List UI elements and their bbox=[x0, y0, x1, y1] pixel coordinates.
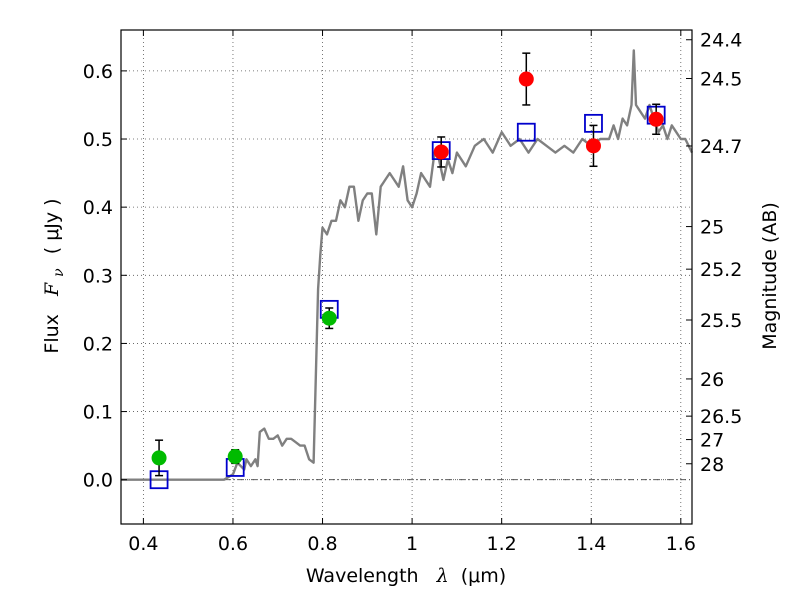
y-axis-label-text: Flux bbox=[41, 314, 63, 354]
y-tick-label: 0.2 bbox=[83, 333, 113, 355]
x-axis-label-text: Wavelength bbox=[306, 565, 419, 587]
y2-tick-label: 24.4 bbox=[700, 30, 742, 52]
x-tick-label: 0.6 bbox=[218, 533, 248, 555]
y-axis-label: Flux F ν ( μJy ) bbox=[41, 198, 68, 353]
y-tick-label: 0.0 bbox=[83, 470, 113, 492]
y-tick-label: 0.6 bbox=[83, 61, 113, 83]
y2-tick-label: 26 bbox=[700, 369, 724, 391]
y2-tick-label: 26.5 bbox=[700, 406, 742, 428]
y-tick-label: 0.4 bbox=[83, 197, 113, 219]
y-axis-label-unit: ( μJy ) bbox=[41, 198, 63, 254]
y2-tick-label: 27 bbox=[700, 430, 724, 452]
observed-flux-point bbox=[648, 111, 664, 127]
y2-tick-label: 24.5 bbox=[700, 69, 742, 91]
model-square-point bbox=[516, 122, 536, 142]
x-tick-label: 0.8 bbox=[307, 533, 337, 555]
observed-flux-point bbox=[518, 71, 534, 87]
axis-ticks: 0.4 0.6 0.8 1 1.2 1.4 1.6 0.0 0.1 0.2 0.3 0.4 0.5 0.6… bbox=[83, 30, 743, 555]
x-axis-label-symbol: λ bbox=[436, 565, 449, 587]
x-tick-label: 1.6 bbox=[666, 533, 696, 555]
y-tick-label: 0.5 bbox=[83, 129, 113, 151]
y2-axis-label: Magnitude (AB) bbox=[759, 202, 781, 350]
y2-tick-label: 24.7 bbox=[700, 136, 742, 158]
y-axis-label-symbol: F bbox=[41, 282, 63, 297]
observed-flux-point bbox=[227, 449, 243, 465]
y-tick-label: 0.3 bbox=[83, 265, 113, 287]
model-spectrum-line bbox=[121, 49, 694, 481]
y2-tick-label: 25.5 bbox=[700, 310, 742, 332]
grid bbox=[121, 30, 692, 524]
plot-data bbox=[121, 49, 694, 490]
observed-flux-point bbox=[433, 144, 449, 160]
x-tick-label: 1.4 bbox=[576, 533, 606, 555]
observed-flux-point bbox=[151, 450, 167, 466]
observed-flux-point bbox=[321, 310, 337, 326]
y2-tick-label: 28 bbox=[700, 454, 724, 476]
y-axis-label-subscript: ν bbox=[51, 268, 67, 277]
x-tick-label: 1 bbox=[406, 533, 418, 555]
x-tick-label: 0.4 bbox=[128, 533, 158, 555]
y2-tick-label: 25.2 bbox=[700, 259, 742, 281]
y-tick-label: 0.1 bbox=[83, 402, 113, 424]
y2-tick-label: 25 bbox=[700, 217, 724, 239]
observed-flux-point bbox=[585, 138, 601, 154]
x-axis-label: Wavelength λ (μm) bbox=[306, 565, 506, 587]
plot-frame bbox=[120, 29, 693, 525]
x-tick-label: 1.2 bbox=[487, 533, 517, 555]
x-axis-label-unit: (μm) bbox=[461, 565, 506, 587]
